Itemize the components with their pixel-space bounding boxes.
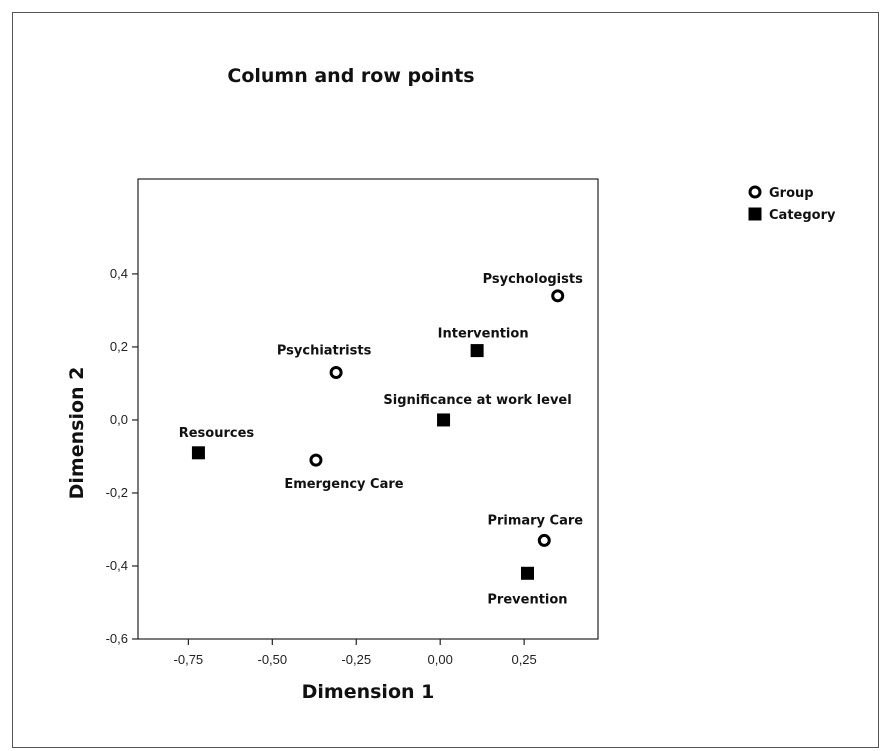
y-axis: 0,4 0,2 0,0 -0,2 -0,4 -0,6 [106,266,138,646]
group-point-marker [537,533,551,547]
y-tick-label: 0,2 [110,339,128,354]
point-label: Prevention [487,592,567,607]
point-label: Emergency Care [284,477,403,492]
x-tick-label: -0,50 [257,652,287,667]
y-axis-title: Dimension 2 [66,367,88,500]
category-point-marker [470,344,484,358]
x-tick-label: -0,25 [341,652,371,667]
point-label: Psychologists [483,272,584,287]
legend-circle-marker [748,185,762,199]
y-tick-label: -0,4 [106,558,128,573]
group-point-marker [309,453,323,467]
y-tick-label: -0,2 [106,485,128,500]
y-tick-label: -0,6 [106,631,128,646]
legend-square-marker [748,207,762,221]
x-tick-label: -0,75 [174,652,204,667]
legend: Group Category [748,185,836,223]
point-label: Significance at work level [383,393,571,408]
y-tick-label: 0,0 [110,412,128,427]
y-tick-label: 0,4 [110,266,128,281]
group-point-marker [551,289,565,303]
legend-label: Category [769,208,836,223]
figure-frame: Column and row points 0,4 0,2 0,0 -0,2 -0,4 -… [12,12,879,748]
point-label: Resources [179,426,255,441]
group-point-marker [329,365,343,379]
scatter-chart: Column and row points 0,4 0,2 0,0 -0,2 -0,4 -… [66,65,836,703]
x-tick-label: 0,00 [428,652,453,667]
point-label: Primary Care [487,513,583,528]
x-axis: -0,75 -0,50 -0,25 0,00 0,25 [174,639,537,667]
x-tick-label: 0,25 [511,652,536,667]
legend-label: Group [769,186,814,201]
plot-area [137,178,599,640]
x-axis-title: Dimension 1 [302,681,435,703]
point-label: Psychiatrists [277,343,372,358]
chart-title: Column and row points [227,65,474,87]
category-point-marker [437,413,451,427]
data-points: Psychologists Psychiatrists Emergency Care… [179,272,584,607]
point-label: Intervention [438,327,529,342]
category-point-marker [520,566,534,580]
category-point-marker [191,446,205,460]
